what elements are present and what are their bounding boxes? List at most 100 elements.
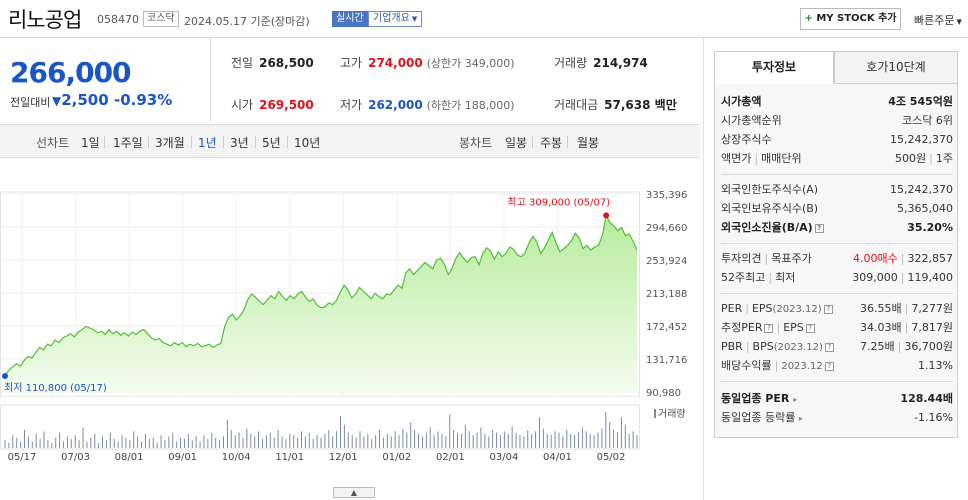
tab-orderbook[interactable]: 호가10단계	[834, 51, 958, 84]
divider	[532, 136, 533, 148]
info-row-market-cap: 시가총액 4조 545억원	[721, 94, 953, 110]
w52-high-value: 309,000	[852, 271, 898, 284]
stat-label: 거래량	[554, 56, 588, 70]
company-info-button[interactable]: 기업개요 ▼	[368, 11, 423, 27]
stat-amount: 거래대금 57,638 백만	[554, 96, 677, 113]
stock-code: 058470	[97, 13, 139, 26]
row-label: 상장주식수	[721, 133, 772, 146]
divider	[721, 243, 953, 244]
chevron-up-icon: ▲	[350, 488, 358, 497]
row-label: 52주최고 | 최저	[721, 270, 795, 286]
candle-monthly[interactable]: 월봉	[577, 136, 600, 150]
volume-area	[0, 404, 640, 450]
x-tick-label: 02/01	[436, 452, 465, 463]
info-row-est-per: 추정PER? | EPS? 34.03배 | 7,817원	[721, 320, 953, 336]
price-chart-svg: 335,396 294,660 253,924 213,188 172,452 131,7…	[0, 190, 687, 463]
quick-order-label: 빠른주문	[914, 14, 955, 27]
row-value: 4조 545억원	[888, 95, 953, 108]
stat-label: 시가	[231, 98, 254, 112]
row-label: 투자의견 | 목표주가	[721, 251, 812, 267]
candle-daily[interactable]: 일봉	[505, 136, 528, 150]
info-row-foreign-limit: 외국인한도주식수(A) 15,242,370	[721, 182, 953, 198]
y-tick-label: 294,660	[646, 223, 687, 234]
divider	[567, 136, 568, 148]
period-3y[interactable]: 3년	[230, 136, 249, 150]
help-icon[interactable]: ?	[814, 223, 824, 233]
period-1d[interactable]: 1일	[81, 136, 100, 150]
line-chart-label: 선차트	[36, 136, 70, 150]
w52-high-label: 52주최고	[721, 271, 766, 284]
divider: |	[754, 152, 759, 165]
help-icon[interactable]: ?	[823, 304, 833, 314]
info-tabs: 투자정보 호가10단계	[714, 51, 962, 84]
divider: |	[745, 302, 749, 315]
tab-investment-info[interactable]: 투자정보	[714, 51, 834, 84]
period-1w[interactable]: 1주일	[113, 136, 143, 150]
row-label: 동일업종 PER ▸	[721, 391, 797, 408]
row-value: 500원 | 1주	[895, 151, 953, 167]
price-chart[interactable]: 335,396 294,660 253,924 213,188 172,452 131,7…	[0, 160, 702, 500]
stat-value: 262,000	[368, 98, 423, 112]
volume-legend-mark	[654, 409, 656, 418]
divider	[721, 174, 953, 175]
x-tick-label: 03/04	[489, 452, 518, 463]
info-row-foreign-hold: 외국인보유주식수(B) 5,365,040	[721, 201, 953, 217]
help-icon[interactable]: ?	[824, 342, 834, 352]
y-tick-label: 253,924	[646, 256, 687, 267]
divider: |	[904, 321, 909, 334]
divider	[255, 136, 256, 148]
info-row-52w: 52주최고 | 최저 309,000 | 119,400	[721, 270, 953, 286]
collapse-chart-button[interactable]: ▲	[333, 487, 375, 498]
divider: |	[774, 359, 779, 372]
bps-year: (2023.12)	[773, 342, 823, 353]
row-label: 외국인보유주식수(B)	[721, 202, 819, 215]
period-5y[interactable]: 5년	[262, 136, 281, 150]
row-label: 배당수익률 | 2023.12?	[721, 358, 834, 375]
info-row-dividend: 배당수익률 | 2023.12? 1.13%	[721, 358, 953, 374]
company-name: 리노공업	[8, 8, 82, 32]
divider: |	[904, 302, 909, 315]
divider	[223, 136, 224, 148]
sector-rate-label: 동일업종 등락률	[721, 411, 796, 424]
stock-header: 리노공업 058470 코스닥 2024.05.17 기준(장마감) 실시간 기…	[0, 0, 968, 38]
row-label: 외국인한도주식수(A)	[721, 183, 819, 196]
period-10y[interactable]: 10년	[294, 136, 321, 150]
divider: |	[764, 252, 769, 265]
y-tick-label: 131,716	[646, 355, 687, 366]
help-icon[interactable]: ?	[824, 361, 834, 371]
row-label: 액면가 | 매매단위	[721, 151, 802, 167]
help-icon[interactable]: ?	[764, 323, 774, 333]
investment-info-panel: 투자정보 호가10단계 시가총액 4조 545억원 시가총액순위 코스닥 6위 상장…	[703, 38, 968, 500]
info-row-sector-rate[interactable]: 동일업종 등락률 ▸ -1.16%	[721, 410, 953, 426]
quick-order-button[interactable]: 빠른주문 ▼	[914, 12, 962, 28]
volume-label: 거래량	[658, 408, 686, 420]
info-row-opinion: 투자의견 | 목표주가 4.00매수 | 322,857	[721, 251, 953, 267]
chevron-right-icon: ▸	[798, 414, 803, 423]
period-1y[interactable]: 1년	[198, 136, 217, 150]
live-badge[interactable]: 실시간	[332, 11, 368, 27]
upper-limit: (상한가 349,000)	[426, 57, 515, 70]
period-3m[interactable]: 3개월	[155, 136, 185, 150]
y-tick-label: 335,396	[646, 190, 687, 201]
divider	[721, 381, 953, 382]
y-tick-label: 172,452	[646, 322, 687, 333]
row-value: 5,365,040	[897, 202, 953, 215]
row-value: 1.13%	[918, 359, 953, 372]
current-price: 266,000	[10, 56, 132, 89]
period-bar: 선차트 1일 1주일 3개월 1년 3년 5년 10년 봉차트 일봉 주봉 월봉	[0, 124, 700, 158]
stat-prev-close: 전일 268,500	[231, 54, 314, 71]
w52-low-label: 최저	[775, 271, 796, 284]
info-row-sector-per[interactable]: 동일업종 PER ▸ 128.44배	[721, 391, 953, 407]
stat-value: 57,638 백만	[604, 98, 677, 112]
row-value: 코스닥 6위	[902, 114, 953, 127]
add-mystock-label: MY STOCK 추가	[816, 13, 897, 24]
candle-weekly[interactable]: 주봉	[540, 136, 563, 150]
stat-value: 274,000	[368, 56, 423, 70]
stat-low: 저가 262,000 (하한가 188,000)	[340, 96, 515, 113]
divider	[148, 136, 149, 148]
help-icon[interactable]: ?	[805, 323, 815, 333]
row-value: 35.20%	[907, 221, 953, 234]
info-row-per: PER | EPS(2023.12)? 36.55배 | 7,277원	[721, 301, 953, 317]
add-mystock-button[interactable]: + MY STOCK 추가	[800, 8, 901, 30]
x-tick-label: 05/02	[597, 452, 626, 463]
